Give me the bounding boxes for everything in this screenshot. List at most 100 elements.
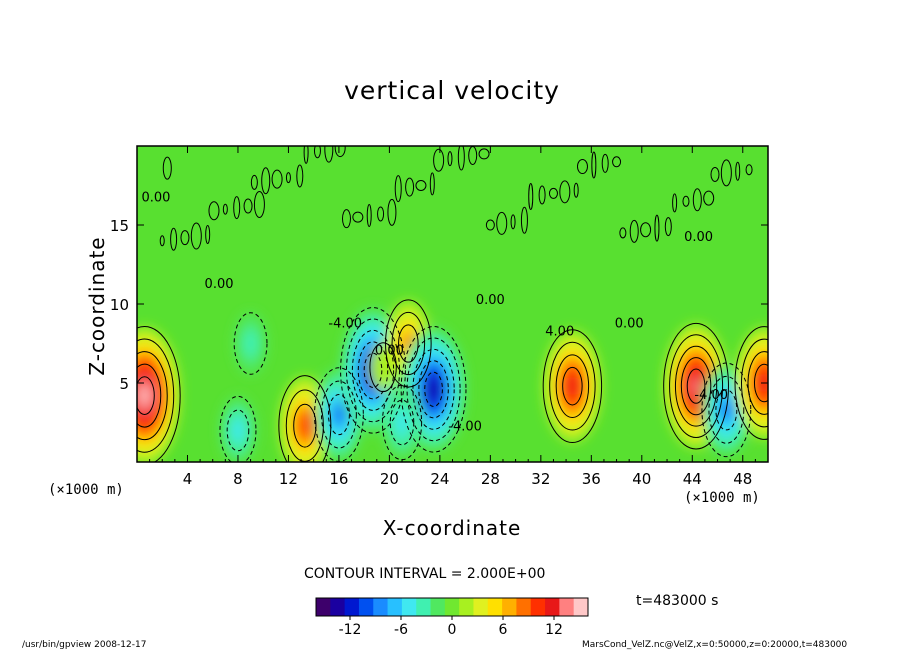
- velocity-cell-4-0: [369, 342, 397, 392]
- x-tick-label-1: 8: [233, 470, 243, 488]
- x-tick-label-10: 44: [683, 470, 702, 488]
- velocity-cell-1-2: [289, 395, 321, 456]
- contour-loop-28: [366, 204, 372, 228]
- contour-ring-2-1: [320, 380, 357, 449]
- contour-ring-10-0: [701, 362, 752, 458]
- contour-loop-25: [682, 195, 690, 207]
- velocity-cell-1-3: [294, 405, 316, 446]
- velocity-cell-6-6: [428, 380, 439, 399]
- contour-loop-57: [664, 217, 672, 237]
- contour-ring-11-1: [741, 338, 768, 428]
- footer-left: /usr/bin/gpview 2008-12-17: [22, 640, 147, 650]
- velocity-cell-8-2: [552, 348, 592, 424]
- contour-ring-13-0: [233, 312, 268, 375]
- x-tick-label-3: 16: [329, 470, 348, 488]
- contour-ring-9-2: [674, 345, 718, 427]
- contour-ring-6-0: [400, 326, 467, 453]
- colorbar-segment-0: [316, 598, 331, 616]
- contour-ring-1-0: [278, 375, 332, 462]
- contour-loop-50: [612, 156, 622, 168]
- contour-loop-47: [334, 146, 346, 158]
- velocity-cell-10-2: [711, 381, 741, 438]
- contour-ring-11-2: [747, 351, 768, 415]
- contour-loop-23: [496, 211, 508, 235]
- contour-label-6: 0.00: [684, 230, 713, 245]
- velocity-cell-7-0: [382, 385, 422, 460]
- contour-loop-43: [559, 180, 571, 204]
- contour-label-4: -4.00: [328, 317, 362, 332]
- colorbar-segment-3: [358, 598, 374, 616]
- contour-loop-20: [222, 203, 228, 215]
- velocity-cell-11-3: [749, 354, 768, 412]
- contour-ring-12-0: [219, 395, 257, 462]
- velocity-cell-6-0: [401, 326, 466, 453]
- contour-label-9: 0.00: [375, 344, 404, 359]
- contour-ring-0-3: [137, 363, 162, 428]
- velocity-cell-6-3: [415, 353, 453, 426]
- velocity-cell-8-1: [548, 339, 597, 434]
- velocity-cell-9-6: [691, 377, 701, 396]
- contour-ring-1-2: [293, 403, 317, 448]
- velocity-cell-10-4: [721, 400, 732, 420]
- colorbar-tick-label-2: 0: [448, 622, 457, 638]
- contour-loop-32: [735, 161, 741, 181]
- contour-label-7: 0.00: [476, 293, 505, 308]
- velocity-cell-6-5: [424, 371, 443, 408]
- contour-loop-37: [601, 153, 609, 173]
- velocity-cell-8-0: [543, 329, 602, 443]
- plot-background: [137, 146, 768, 462]
- x-tick-label-5: 24: [430, 470, 449, 488]
- contour-loop-56: [573, 182, 579, 198]
- contour-loop-30: [548, 187, 558, 199]
- velocity-cell-1-1: [284, 385, 326, 462]
- colorbar-segment-9: [444, 598, 460, 616]
- velocity-cell-3-0: [340, 307, 406, 434]
- contour-loop-16: [447, 151, 453, 167]
- contour-loop-39: [190, 222, 202, 250]
- contour-loop-59: [253, 190, 265, 218]
- contour-loop-46: [243, 198, 253, 214]
- contour-loop-48: [429, 172, 435, 196]
- extrema-contours: [137, 299, 768, 462]
- contour-ring-3-4: [363, 352, 383, 388]
- chart-title: vertical velocity: [344, 76, 560, 105]
- velocity-cell-5-2: [396, 321, 420, 366]
- velocity-cell-5-3: [402, 332, 415, 355]
- contour-loop-40: [285, 172, 291, 184]
- contour-ring-8-1: [549, 341, 596, 431]
- contour-loop-8: [303, 146, 309, 164]
- contour-loop-36: [510, 214, 516, 230]
- velocity-cell-0-4: [137, 361, 163, 431]
- contour-ring-3-3: [357, 341, 389, 400]
- velocity-cell-13-0: [234, 312, 267, 375]
- velocity-cell-6-1: [405, 335, 462, 444]
- velocity-cell-5-0: [385, 299, 432, 388]
- contour-loop-17: [538, 185, 546, 205]
- contour-loop-5: [619, 227, 627, 239]
- contour-label-2: -4.00: [448, 419, 482, 434]
- x-axis-label: X-coordinate: [382, 516, 522, 540]
- colorbar-segment-6: [401, 598, 417, 616]
- colorbar-segment-4: [373, 598, 389, 616]
- contour-loop-15: [352, 211, 364, 223]
- contour-loop-6: [710, 166, 720, 182]
- contour-loop-38: [692, 188, 702, 212]
- velocity-cell-7-1: [388, 397, 416, 448]
- velocity-cell-12-1: [225, 407, 250, 454]
- contour-ring-0-1: [137, 338, 175, 453]
- contour-ring-1-1: [285, 389, 324, 462]
- velocity-cell-9-1: [668, 332, 724, 440]
- x-tick-label-0: 4: [183, 470, 193, 488]
- contour-ring-9-3: [680, 357, 712, 416]
- x-tick-label-8: 36: [582, 470, 601, 488]
- contour-ring-3-1: [345, 318, 401, 423]
- colorbar-segment-7: [416, 598, 432, 616]
- velocity-cell-11-2: [744, 345, 768, 421]
- contour-loop-1: [250, 174, 258, 190]
- colorbar-tick-label-0: -12: [339, 622, 362, 638]
- contour-loop-55: [478, 148, 490, 160]
- colorbar-segment-18: [573, 598, 589, 616]
- y-axis-label: Z-coordinate: [85, 236, 109, 376]
- colorbar-segment-10: [459, 598, 474, 616]
- velocity-cell-1-4: [299, 415, 311, 436]
